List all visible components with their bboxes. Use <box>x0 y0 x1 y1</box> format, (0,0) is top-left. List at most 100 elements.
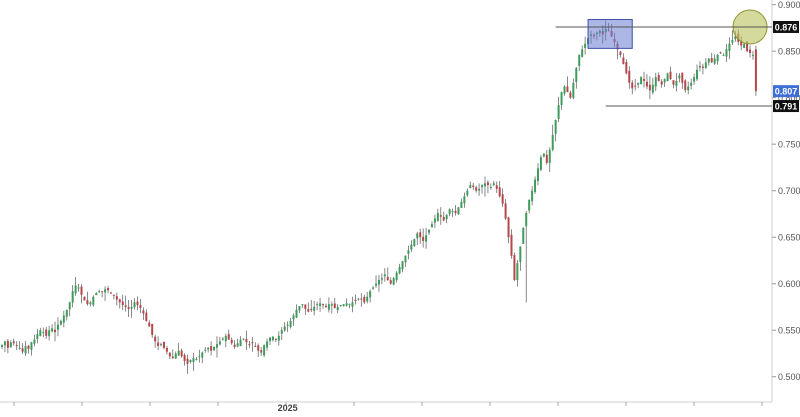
candle-up <box>336 306 339 310</box>
candle-up <box>548 149 551 163</box>
candle-up <box>301 304 304 306</box>
candle-down <box>749 49 752 54</box>
candle-up <box>189 360 192 363</box>
candle-up <box>481 185 484 188</box>
candle-up <box>478 188 481 191</box>
candle-up <box>160 344 163 346</box>
candle-up <box>654 77 657 87</box>
candle-up <box>416 233 419 239</box>
candle-down <box>643 79 646 81</box>
candle-up <box>298 306 301 311</box>
y-tick-label: 0.850 <box>778 47 800 57</box>
candle-up <box>330 304 333 306</box>
candle-up <box>551 134 554 150</box>
candle-up <box>236 343 239 347</box>
candle-down <box>669 71 672 80</box>
candle-up <box>448 209 451 214</box>
candle-up <box>536 168 539 181</box>
candle-down <box>248 344 251 346</box>
y-tick-label: 0.700 <box>778 186 800 196</box>
candle-down <box>507 217 510 238</box>
candle-down <box>12 341 15 344</box>
candle-up <box>207 347 210 350</box>
candle-down <box>139 305 142 308</box>
candle-down <box>127 306 130 309</box>
candle-up <box>678 75 681 79</box>
candle-up <box>48 330 51 337</box>
y-tick-label: 0.800 <box>778 93 800 103</box>
candle-up <box>71 291 74 303</box>
candle-down <box>145 312 148 321</box>
candle-down <box>260 350 263 353</box>
candle-down <box>142 310 145 314</box>
candle-up <box>743 43 746 48</box>
highlight-rectangle <box>587 19 633 49</box>
candle-down <box>101 291 104 293</box>
candle-down <box>162 341 165 348</box>
candle-down <box>419 232 422 238</box>
candle-up <box>734 36 737 40</box>
price-badge-label: 0.807 <box>775 87 798 97</box>
candle-up <box>68 302 71 310</box>
candle-up <box>457 207 460 215</box>
candle-down <box>454 210 457 214</box>
candle-up <box>522 227 525 244</box>
candle-down <box>157 342 160 347</box>
candle-down <box>622 57 625 65</box>
x-tick-label: 2025 <box>278 403 298 412</box>
candle-up <box>528 200 531 211</box>
candle-up <box>42 332 45 334</box>
candle-down <box>27 345 30 349</box>
candle-up <box>519 246 522 262</box>
candle-up <box>395 272 398 281</box>
candle-down <box>569 92 572 98</box>
candle-down <box>83 296 86 301</box>
candle-up <box>74 285 77 294</box>
candle-up <box>693 77 696 82</box>
candle-up <box>92 296 95 305</box>
candle-up <box>581 49 584 57</box>
candle-down <box>648 84 651 91</box>
candle-up <box>713 58 716 64</box>
candle-up <box>675 80 678 86</box>
candle-up <box>651 84 654 93</box>
candle-down <box>498 187 501 197</box>
y-tick-label: 0.600 <box>778 279 800 289</box>
candle-up <box>357 298 360 300</box>
candle-down <box>645 81 648 87</box>
candle-down <box>151 323 154 335</box>
candle-down <box>333 303 336 308</box>
candle-up <box>201 352 204 358</box>
candle-down <box>513 255 516 280</box>
candle-up <box>242 338 245 340</box>
candle-up <box>383 274 386 277</box>
candle-down <box>168 352 171 357</box>
candle-down <box>109 292 112 294</box>
candle-up <box>24 346 27 354</box>
candle-down <box>245 338 248 343</box>
candle-down <box>363 296 366 303</box>
candle-down <box>628 70 631 83</box>
candle-down <box>545 154 548 163</box>
candle-up <box>104 289 107 293</box>
candle-up <box>292 315 295 320</box>
candle-down <box>486 182 489 186</box>
candle-down <box>631 82 634 89</box>
candle-up <box>410 244 413 250</box>
candle-down <box>746 41 749 52</box>
candle-up <box>463 196 466 204</box>
candle-down <box>619 51 622 55</box>
candle-down <box>112 294 115 296</box>
candle-up <box>375 283 378 286</box>
candle-up <box>36 333 39 339</box>
candle-up <box>560 92 563 105</box>
candle-up <box>578 54 581 67</box>
candle-up <box>77 287 80 289</box>
candle-up <box>460 201 463 209</box>
candle-down <box>148 322 151 327</box>
candle-down <box>251 342 254 344</box>
candle-down <box>475 187 478 191</box>
y-tick-label: 0.650 <box>778 233 800 243</box>
candle-down <box>634 85 637 87</box>
